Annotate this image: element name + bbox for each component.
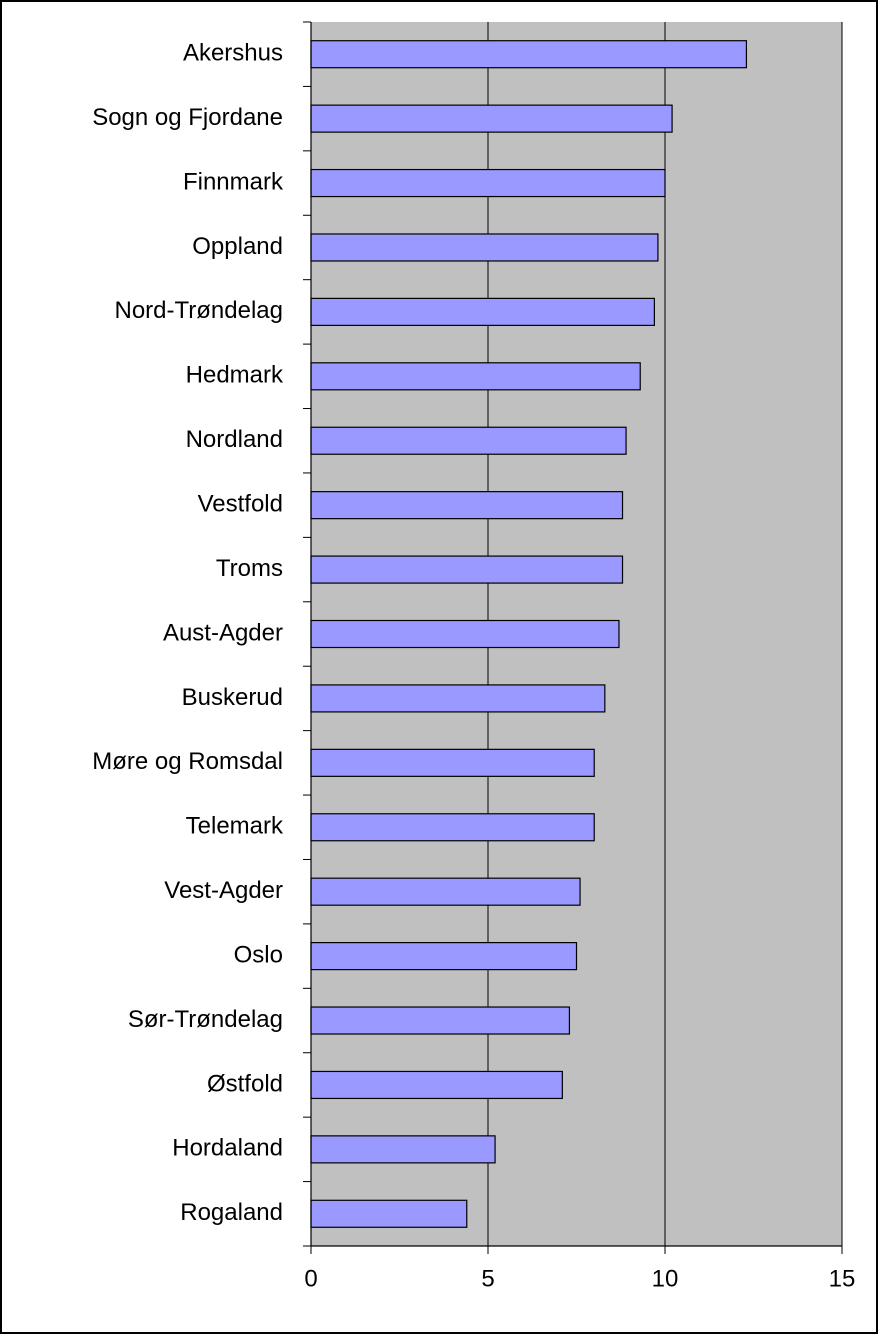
bar	[310, 748, 595, 777]
bar	[310, 362, 641, 391]
x-tick-label: 0	[304, 1265, 317, 1292]
bar	[310, 555, 624, 584]
y-tick-label: Hordaland	[172, 1135, 283, 1162]
y-tick-label: Østfold	[207, 1070, 283, 1097]
bar	[310, 1135, 496, 1164]
y-tick-label: Nord-Trøndelag	[114, 297, 283, 324]
bar	[310, 104, 673, 133]
y-tick-label: Buskerud	[182, 684, 283, 711]
x-tick-label: 15	[829, 1265, 856, 1292]
bar	[310, 168, 666, 198]
y-tick-label: Vest-Agder	[164, 877, 283, 904]
y-tick-label: Oppland	[192, 233, 283, 260]
y-tick-label: Telemark	[186, 813, 284, 840]
bar	[310, 297, 655, 326]
y-tick-label: Troms	[216, 555, 283, 582]
y-tick-label: Nordland	[186, 426, 283, 453]
bar	[310, 491, 624, 520]
y-tick-label: Sør-Trøndelag	[128, 1006, 283, 1033]
y-tick-label: Aust-Agder	[163, 619, 283, 646]
y-tick-label: Sogn og Fjordane	[92, 104, 283, 131]
bar	[310, 942, 578, 971]
bar	[310, 1070, 563, 1100]
y-tick-label: Finnmark	[183, 168, 284, 195]
bar	[310, 1006, 571, 1035]
y-tick-label: Rogaland	[180, 1199, 283, 1226]
y-tick-label: Møre og Romsdal	[92, 748, 283, 775]
bar	[310, 684, 606, 713]
bar	[310, 877, 581, 906]
y-tick-label: Akershus	[183, 40, 283, 67]
y-tick-label: Vestfold	[198, 491, 283, 518]
bar	[310, 426, 627, 455]
x-tick-label: 5	[481, 1265, 494, 1292]
y-tick-label: Hedmark	[186, 362, 284, 389]
bar	[310, 233, 659, 262]
bar	[310, 813, 595, 842]
y-tick-label: Oslo	[234, 941, 283, 968]
x-tick-label: 10	[652, 1265, 679, 1292]
bar	[310, 1199, 468, 1228]
bar	[310, 40, 748, 69]
bar	[310, 619, 620, 649]
